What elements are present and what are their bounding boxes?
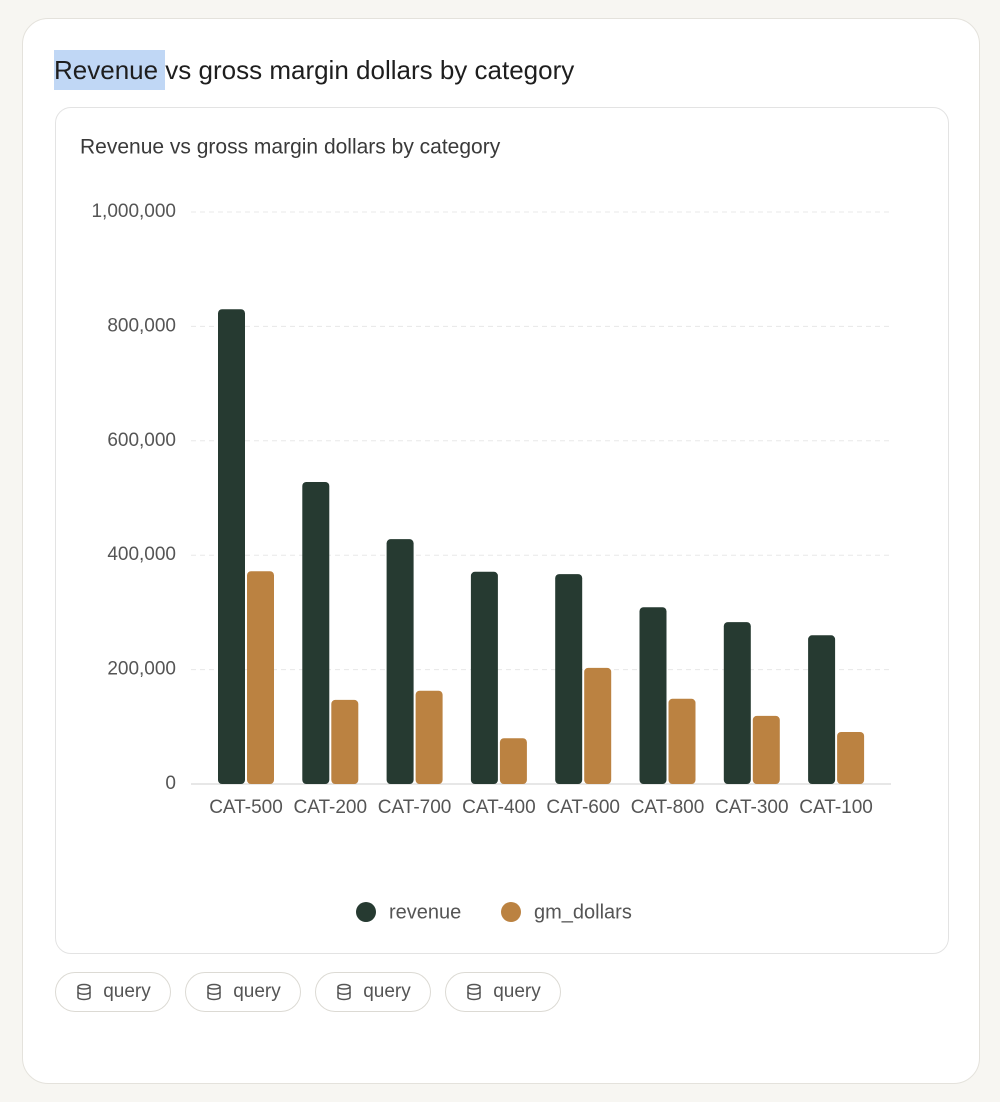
button-label: query	[493, 981, 541, 1002]
x-tick-label: CAT-200	[294, 797, 368, 818]
legend-label: revenue	[389, 901, 461, 923]
x-tick-label: CAT-400	[462, 797, 536, 818]
bar	[555, 574, 583, 784]
y-tick-label: 200,000	[107, 659, 176, 680]
bar	[470, 571, 498, 784]
legend-swatch	[356, 902, 376, 922]
y-tick-label: 0	[165, 773, 176, 794]
x-tick-label: CAT-300	[715, 797, 789, 818]
query-button[interactable]: query	[55, 972, 171, 1012]
bar	[386, 539, 414, 784]
y-tick-label: 400,000	[107, 544, 176, 565]
chart-card	[55, 107, 949, 954]
x-tick-label: CAT-700	[378, 797, 452, 818]
button-label: query	[233, 981, 281, 1002]
bar	[331, 699, 359, 784]
bar	[639, 607, 667, 784]
x-tick-label: CAT-800	[631, 797, 705, 818]
bar	[668, 698, 696, 784]
bar	[218, 309, 245, 784]
chart: Revenue vs gross margin dollars by categ…	[80, 136, 891, 923]
bar	[723, 622, 751, 784]
y-tick-label: 600,000	[107, 430, 176, 451]
database-icon	[467, 983, 481, 1001]
bar	[837, 731, 865, 784]
legend-label: gm_dollars	[534, 901, 632, 923]
bar	[499, 738, 527, 784]
bar	[752, 715, 780, 784]
x-tick-label: CAT-500	[209, 797, 283, 818]
query-button[interactable]: query	[445, 972, 561, 1012]
bar	[247, 571, 274, 784]
button-label: query	[103, 981, 151, 1002]
button-label: query	[363, 981, 411, 1002]
chart-title: Revenue vs gross margin dollars by categ…	[80, 136, 501, 159]
bar	[584, 667, 612, 784]
legend-swatch	[501, 902, 521, 922]
bar	[808, 635, 836, 784]
y-tick-label: 1,000,000	[91, 201, 176, 222]
y-tick-label: 800,000	[107, 315, 176, 336]
bar	[415, 690, 443, 784]
x-tick-label: CAT-100	[799, 797, 873, 818]
page-title: Revenue vs gross margin dollars by categ…	[54, 55, 575, 85]
database-icon	[207, 983, 221, 1001]
selection-highlight	[54, 50, 165, 90]
database-icon	[337, 983, 351, 1001]
query-button[interactable]: query	[315, 972, 431, 1012]
query-button[interactable]: query	[185, 972, 301, 1012]
database-icon	[77, 983, 91, 1001]
bar	[302, 481, 330, 784]
card	[22, 18, 980, 1084]
x-tick-label: CAT-600	[546, 797, 620, 818]
